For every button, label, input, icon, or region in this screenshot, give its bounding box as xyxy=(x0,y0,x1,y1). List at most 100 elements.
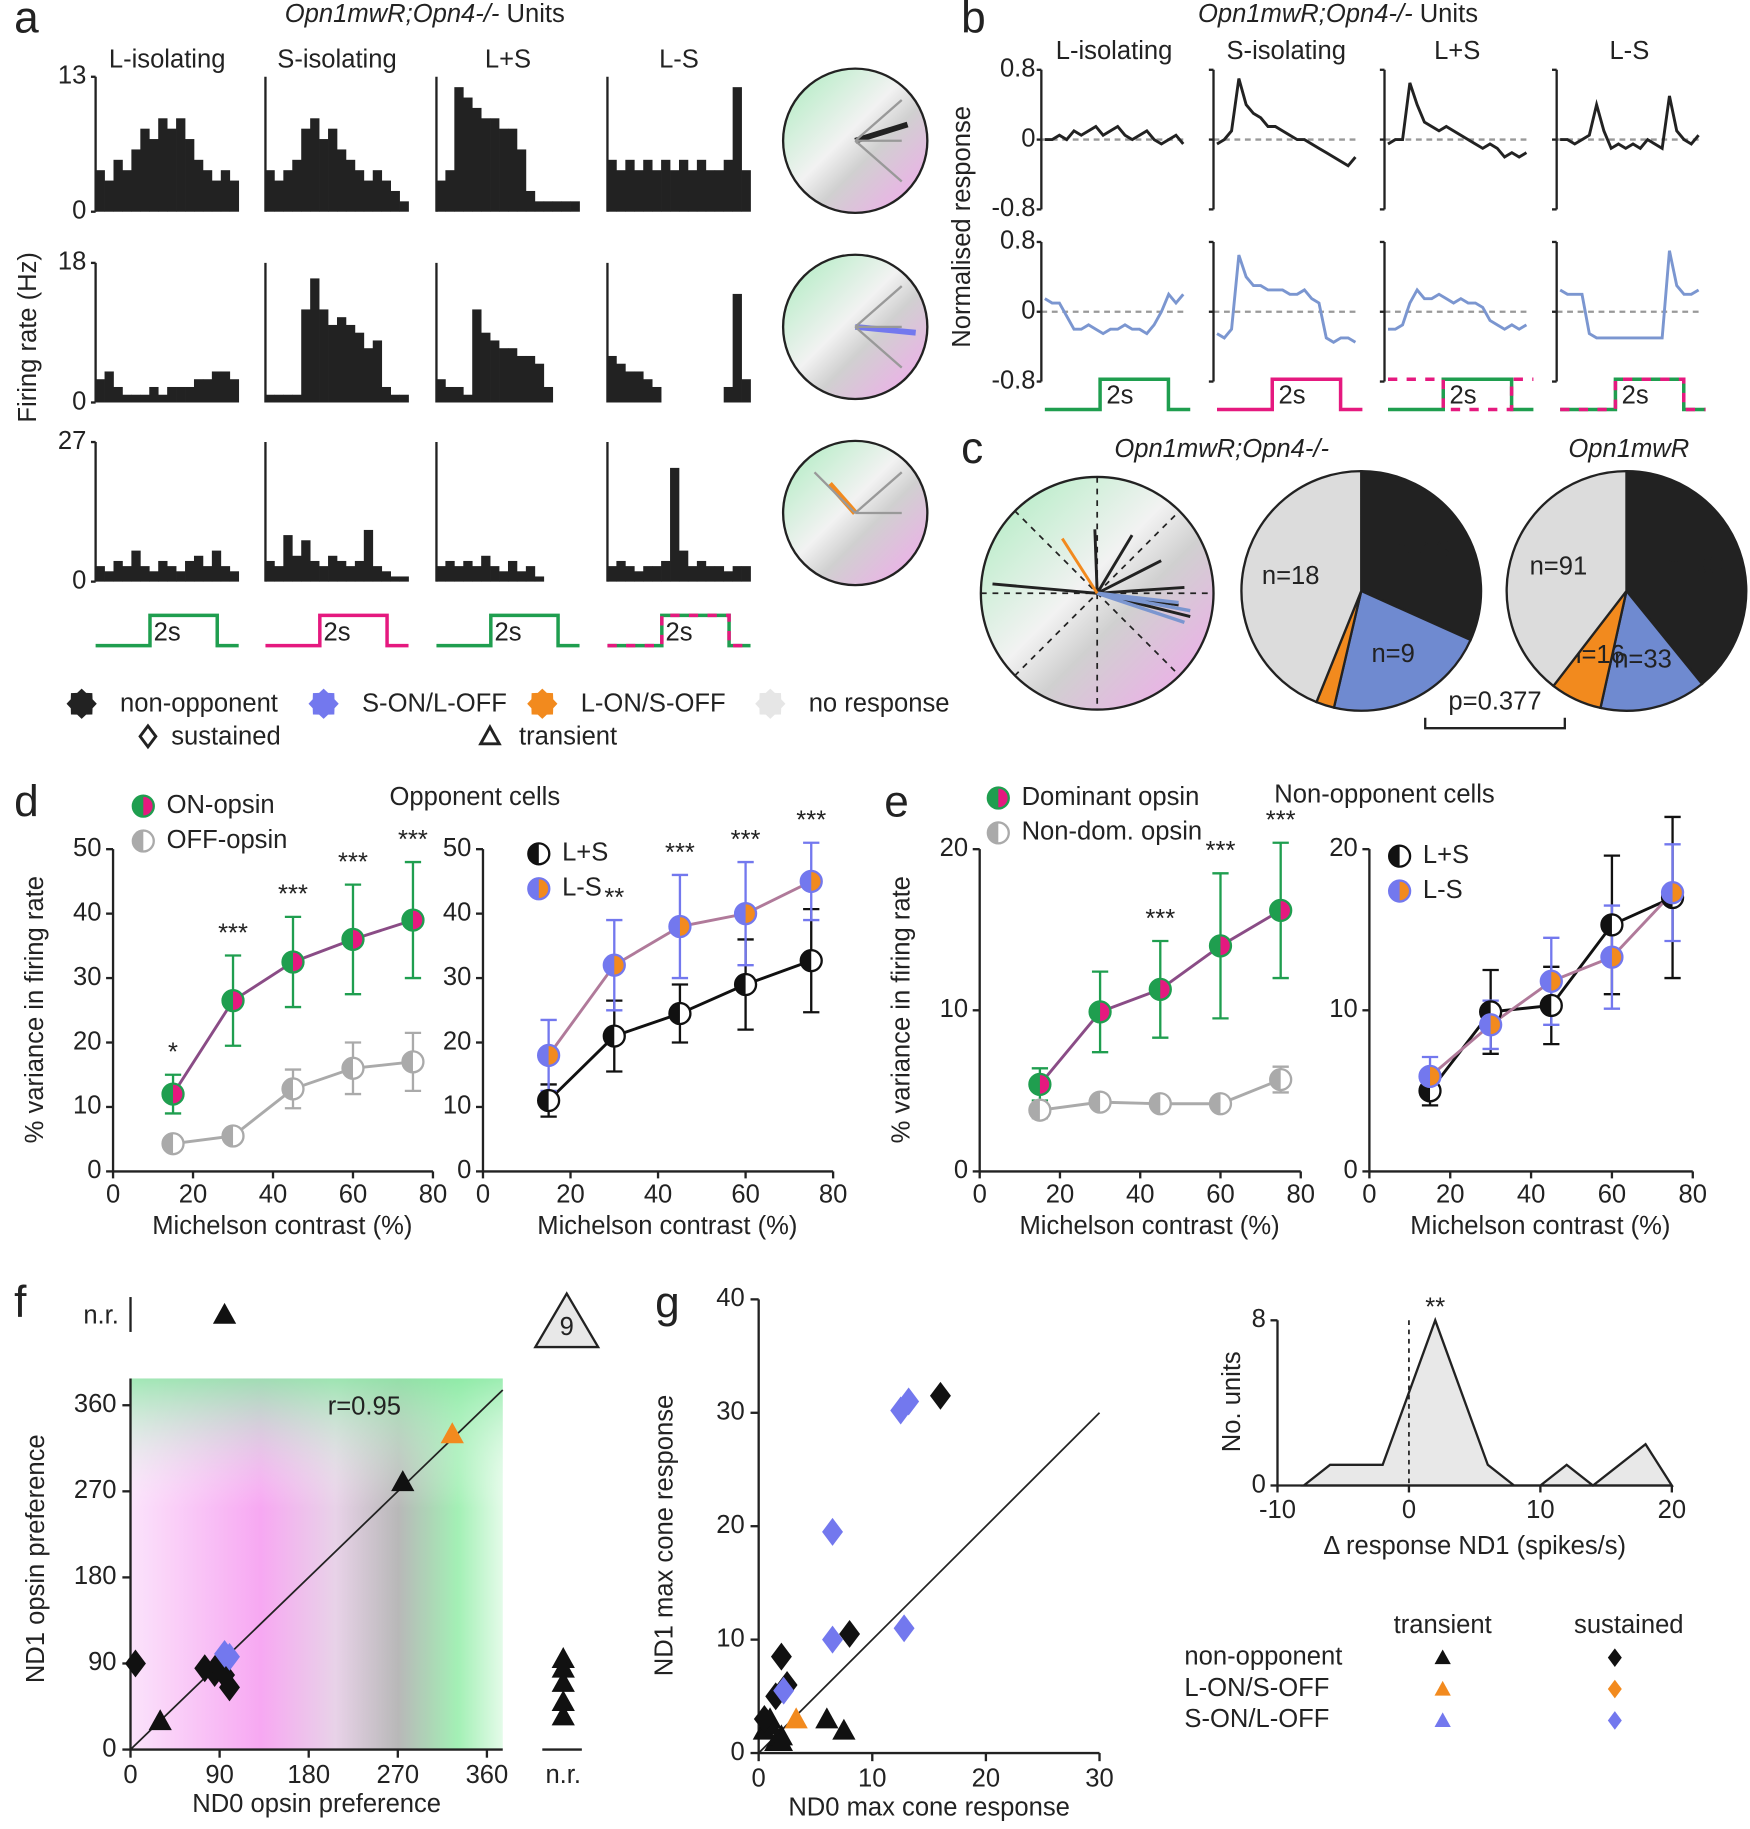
x-axis-title: Michelson contrast (%) xyxy=(1019,1212,1279,1240)
x-tick-label: 60 xyxy=(1598,1181,1626,1209)
psth-bar xyxy=(104,180,114,212)
compass-arrows xyxy=(1096,591,1191,625)
x-tick-label: 0 xyxy=(1362,1181,1376,1209)
psth-bar xyxy=(696,560,707,582)
marker-half xyxy=(1270,1069,1281,1091)
psth-bar xyxy=(616,363,626,403)
pie-slice xyxy=(1360,469,1483,642)
chart-title: Opn1mwR;Opn4-/- Units xyxy=(285,0,565,28)
marker-half xyxy=(1540,994,1552,1016)
marker-half xyxy=(222,1125,234,1147)
panel-letter: d xyxy=(14,778,39,827)
marker-half xyxy=(1029,1073,1040,1095)
p-value: p=0.377 xyxy=(1448,687,1541,715)
psth-bar xyxy=(193,379,204,403)
psth-bar xyxy=(741,379,751,403)
psth-bar xyxy=(372,566,383,582)
legend-label: L-ON/S-OFF xyxy=(581,690,726,718)
marker-half xyxy=(1389,880,1400,902)
column-title: L+S xyxy=(485,45,531,73)
marker-half xyxy=(132,795,144,817)
y-tick-label: 20 xyxy=(73,1027,101,1055)
psth-bar xyxy=(211,180,222,212)
response-trace xyxy=(1559,250,1700,340)
marker-half xyxy=(528,843,539,865)
psth-bar xyxy=(534,201,545,212)
marker-half xyxy=(1270,899,1281,921)
psth-bar xyxy=(481,332,491,403)
psth-bar xyxy=(499,348,509,403)
legend-marker xyxy=(1434,1712,1451,1727)
psth-bar xyxy=(229,571,240,582)
psth-bar xyxy=(436,566,446,582)
legend-label: OFF-opsin xyxy=(167,826,288,854)
y-tick-label: -0.8 xyxy=(991,194,1035,222)
column-title: L-isolating xyxy=(1056,37,1173,65)
x-tick-label: 0 xyxy=(476,1181,490,1209)
legend-label: Dominant opsin xyxy=(1022,783,1200,811)
psth-bar xyxy=(345,566,356,582)
psth-bar xyxy=(507,128,518,212)
marker-half xyxy=(1540,970,1552,992)
psth-bar xyxy=(616,170,626,212)
data-point xyxy=(551,1670,575,1692)
x-tick-label: 40 xyxy=(1517,1181,1545,1209)
marker-half xyxy=(800,950,812,972)
chart-title: Opponent cells xyxy=(390,783,561,811)
panel-letter: c xyxy=(961,424,983,473)
y-tick-label: 0 xyxy=(954,1156,968,1184)
x-tick-label: 20 xyxy=(1046,1181,1074,1209)
psth-bar xyxy=(265,560,275,582)
y-tick-label: 30 xyxy=(716,1398,744,1426)
x-tick-label: n.r. xyxy=(545,1761,581,1789)
x-tick-label: 60 xyxy=(1206,1181,1234,1209)
psth-bar xyxy=(472,566,482,582)
psth-bar xyxy=(678,159,689,212)
y-tick-label: 0.8 xyxy=(1000,55,1036,83)
y-tick-label: 0 xyxy=(1021,297,1035,325)
significance: *** xyxy=(731,826,761,854)
significance: *** xyxy=(278,881,308,909)
psth-bar xyxy=(643,379,653,403)
psth-bar xyxy=(211,550,222,582)
data-point xyxy=(551,1656,575,1678)
psth-bar xyxy=(113,560,123,582)
psth-bar xyxy=(643,566,653,582)
marker-half xyxy=(342,928,353,950)
stimulus-label: 2s xyxy=(494,619,521,647)
psth-bar xyxy=(176,571,186,582)
x-tick-label: 80 xyxy=(1679,1181,1707,1209)
psth-bar xyxy=(176,386,186,403)
legend-label: sustained xyxy=(171,722,281,750)
marker-half xyxy=(1662,882,1673,904)
psth-bar xyxy=(463,394,473,403)
pie-label: n=33 xyxy=(1614,646,1672,674)
psth-bar xyxy=(687,566,698,582)
psth-bar xyxy=(525,355,536,403)
marker-half xyxy=(1419,1065,1431,1087)
data-point xyxy=(822,1625,843,1654)
psth-bar xyxy=(310,118,320,212)
data-point xyxy=(219,1673,240,1702)
psth-bar xyxy=(167,566,177,582)
psth-bar xyxy=(516,355,527,403)
psth-bar xyxy=(310,560,320,582)
legend-marker xyxy=(1607,1679,1622,1699)
x-axis-title: ND0 opsin preference xyxy=(192,1790,441,1818)
x-axis-title: Δ response ND1 (spikes/s) xyxy=(1323,1532,1626,1560)
psth-bar xyxy=(319,309,329,403)
x-tick-label: 270 xyxy=(376,1761,419,1789)
psth-bar xyxy=(229,180,240,212)
x-tick-label: 360 xyxy=(466,1761,509,1789)
stimulus-trace xyxy=(607,613,751,648)
stimulus-label: 2s xyxy=(1450,381,1477,409)
count-label: 9 xyxy=(560,1313,574,1341)
data-point xyxy=(769,1730,794,1752)
y-tick-label: 0 xyxy=(72,566,86,594)
count-triangle xyxy=(533,1291,601,1349)
marker-half xyxy=(538,1090,549,1111)
psth-bar xyxy=(472,309,482,403)
psth-bar xyxy=(345,159,356,212)
significance: *** xyxy=(1266,807,1296,835)
psth-bar xyxy=(328,555,338,582)
